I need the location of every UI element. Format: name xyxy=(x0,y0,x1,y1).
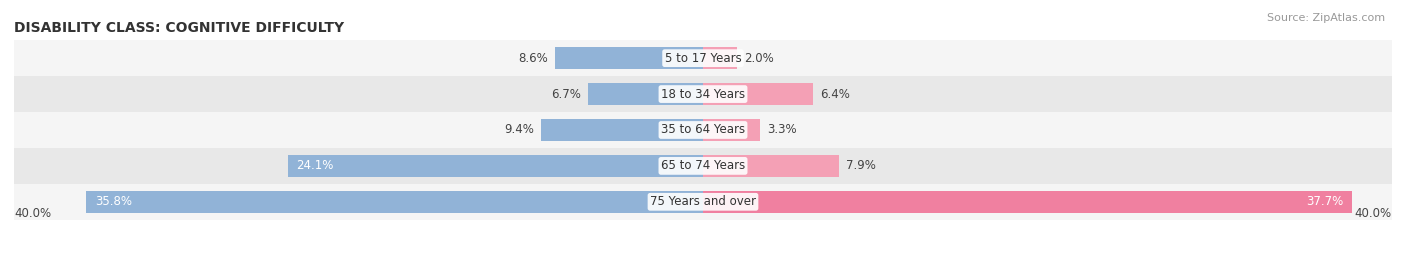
Text: 75 Years and over: 75 Years and over xyxy=(650,195,756,208)
Text: 2.0%: 2.0% xyxy=(744,52,775,65)
Text: 5 to 17 Years: 5 to 17 Years xyxy=(665,52,741,65)
Text: 37.7%: 37.7% xyxy=(1306,195,1344,208)
Text: 7.9%: 7.9% xyxy=(846,159,876,172)
Text: 8.6%: 8.6% xyxy=(519,52,548,65)
Text: 35.8%: 35.8% xyxy=(96,195,132,208)
Text: 65 to 74 Years: 65 to 74 Years xyxy=(661,159,745,172)
Text: 9.4%: 9.4% xyxy=(505,124,534,136)
Bar xyxy=(14,76,1392,112)
Text: DISABILITY CLASS: COGNITIVE DIFFICULTY: DISABILITY CLASS: COGNITIVE DIFFICULTY xyxy=(14,21,344,35)
Bar xyxy=(86,191,703,213)
Text: 35 to 64 Years: 35 to 64 Years xyxy=(661,124,745,136)
Text: 6.4%: 6.4% xyxy=(820,88,851,100)
Bar xyxy=(541,119,703,141)
Text: Source: ZipAtlas.com: Source: ZipAtlas.com xyxy=(1267,13,1385,23)
Text: 40.0%: 40.0% xyxy=(1355,207,1392,220)
Bar xyxy=(14,184,1392,220)
Bar xyxy=(703,47,738,69)
Bar xyxy=(703,155,839,177)
Bar xyxy=(555,47,703,69)
Bar xyxy=(703,191,1353,213)
Text: 6.7%: 6.7% xyxy=(551,88,581,100)
Text: 40.0%: 40.0% xyxy=(14,207,51,220)
Text: 24.1%: 24.1% xyxy=(297,159,333,172)
Text: 18 to 34 Years: 18 to 34 Years xyxy=(661,88,745,100)
Bar xyxy=(703,119,759,141)
Bar xyxy=(14,148,1392,184)
Bar xyxy=(588,83,703,105)
Bar xyxy=(703,83,813,105)
Bar xyxy=(14,112,1392,148)
Bar xyxy=(14,40,1392,76)
Bar xyxy=(288,155,703,177)
Text: 3.3%: 3.3% xyxy=(766,124,796,136)
